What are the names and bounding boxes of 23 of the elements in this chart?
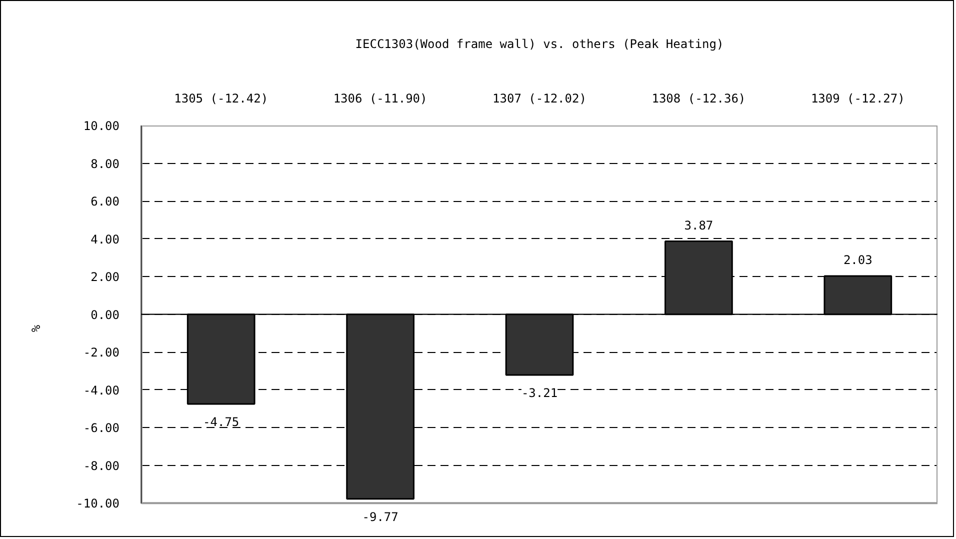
x-tick-label: 1307 (-12.02) <box>492 92 586 106</box>
data-label: 3.87 <box>684 218 714 232</box>
y-tick-label: 10.00 <box>83 119 120 133</box>
y-tick-label: -4.00 <box>83 383 120 398</box>
x-tick-label: 1306 (-11.90) <box>333 92 428 106</box>
y-tick-label: 2.00 <box>90 270 120 284</box>
y-tick-label: 6.00 <box>90 194 120 209</box>
data-label: -3.21 <box>521 386 558 400</box>
y-tick-label: 8.00 <box>90 156 120 171</box>
y-tick-label: -8.00 <box>83 458 120 473</box>
y-tick-label: -6.00 <box>83 421 120 436</box>
y-axis-title: % <box>29 324 44 332</box>
chart-title: IECC1303(Wood frame wall) vs. others (Peak Heating) <box>355 37 724 51</box>
y-tick-label: 4.00 <box>90 232 120 246</box>
y-tick-label: -2.00 <box>83 346 120 360</box>
x-tick-label: 1309 (-12.27) <box>810 92 905 106</box>
x-tick-label: 1308 (-12.36) <box>652 92 746 106</box>
y-tick-label: 0.00 <box>90 308 120 322</box>
y-tick-label: -10.00 <box>76 496 120 511</box>
x-tick-label: 1305 (-12.42) <box>174 92 268 106</box>
data-label: -9.77 <box>362 510 398 524</box>
data-label: -4.75 <box>203 415 240 430</box>
data-label: 2.03 <box>843 253 872 268</box>
